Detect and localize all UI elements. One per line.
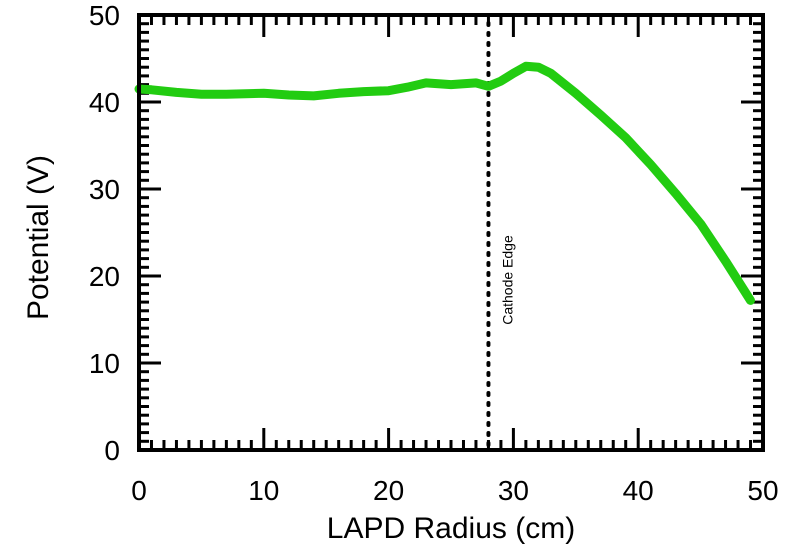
series-line-potential <box>134 61 755 305</box>
x-tick-label: 50 <box>747 475 778 506</box>
major-ticks <box>139 15 763 450</box>
y-tick-label: 20 <box>89 261 120 292</box>
y-tick-label: 50 <box>89 0 120 31</box>
plot-frame <box>137 13 765 452</box>
x-tick-label: 40 <box>623 475 654 506</box>
x-tick-label: 20 <box>373 475 404 506</box>
x-tick-label: 10 <box>248 475 279 506</box>
cathode-edge-label: Cathode Edge <box>499 235 515 325</box>
x-axis-title: LAPD Radius (cm) <box>327 512 575 545</box>
y-tick-labels: 0 10 20 30 40 50 <box>89 0 120 466</box>
x-tick-label: 0 <box>131 475 147 506</box>
x-tick-label: 30 <box>498 475 529 506</box>
y-tick-label: 0 <box>104 435 120 466</box>
y-tick-label: 10 <box>89 348 120 379</box>
y-tick-label: 30 <box>89 174 120 205</box>
y-tick-label: 40 <box>89 87 120 118</box>
x-tick-labels: 0 10 20 30 40 50 <box>131 475 778 506</box>
y-axis-title: Potential (V) <box>22 155 55 320</box>
